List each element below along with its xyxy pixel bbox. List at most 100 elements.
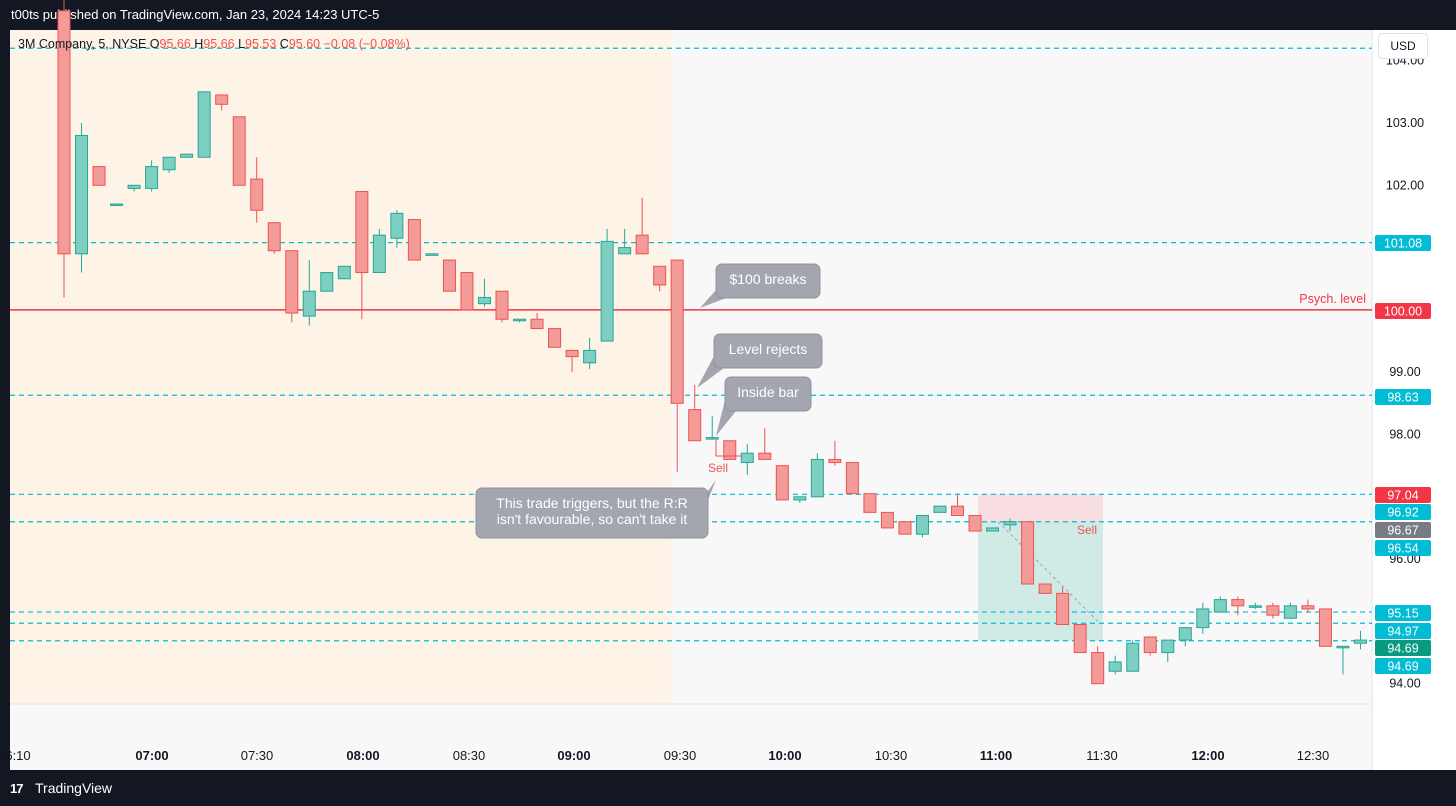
time-axis-background (10, 704, 1372, 770)
x-tick-5: 09:00 (557, 748, 590, 763)
candle-body-39 (740, 452, 754, 464)
callout-inside-bar-text-0: Inside bar (737, 384, 799, 400)
candle-body-37 (705, 437, 719, 440)
candle-body-61 (1126, 642, 1140, 672)
candle-body-22 (442, 259, 456, 292)
candle-body-52 (968, 514, 982, 532)
candle-body-7 (180, 153, 194, 158)
price-tag-3: 97.04 (1387, 489, 1418, 503)
candle-body-20 (407, 219, 421, 261)
candle-body-40 (758, 452, 772, 460)
candle-body-38 (723, 440, 737, 460)
candle-body-32 (618, 247, 632, 255)
candle-body-14 (302, 290, 316, 317)
candle-body-33 (635, 234, 649, 255)
price-tag-bg-5 (1375, 522, 1431, 538)
candle-body-12 (267, 222, 281, 252)
candle-body-35 (670, 259, 684, 404)
candle-body-3 (110, 203, 124, 206)
y-tick-2: 98.00 (1389, 428, 1420, 442)
price-tag-0: 101.08 (1384, 237, 1422, 251)
price-tag-bg-3 (1375, 487, 1431, 503)
x-tick-0: 6:10 (5, 748, 30, 763)
candle-body-13 (285, 250, 299, 314)
candle-body-43 (810, 458, 824, 498)
candle-body-71 (1301, 605, 1315, 610)
candle-body-67 (1231, 599, 1245, 607)
candle-body-58 (1073, 624, 1087, 654)
candle-body-29 (565, 349, 579, 358)
candle-body-63 (1161, 639, 1175, 654)
candle-body-11 (250, 178, 264, 211)
legend-close-label: C (279, 37, 289, 51)
candle-body-65 (1196, 608, 1210, 629)
callout-level-rejects-bubble (713, 333, 823, 369)
candle-body-6 (162, 156, 176, 171)
footer-bar (0, 770, 1456, 806)
price-tag-bg-1 (1375, 303, 1431, 319)
x-tick-4: 08:30 (453, 748, 486, 763)
candle-body-62 (1143, 636, 1157, 654)
candle-body-10 (232, 116, 246, 186)
candle-body-44 (828, 458, 842, 464)
price-tag-7: 95.15 (1387, 607, 1418, 621)
candle-body-70 (1283, 605, 1297, 619)
y-tick-0: 94.00 (1389, 677, 1420, 691)
candle-body-72 (1318, 608, 1332, 647)
candle-body-47 (880, 511, 894, 529)
candle-body-49 (915, 514, 929, 535)
legend-low-label: L (238, 37, 246, 51)
symbol-legend: 3M Company, 5, NYSE O95.66 H95.66 L95.53… (18, 37, 410, 51)
sell-signal-line-1 (715, 440, 742, 457)
candle-body-54 (1003, 521, 1017, 526)
price-tag-bg-4 (1375, 504, 1431, 520)
candle-body-55 (1021, 521, 1035, 585)
legend-low: 95.53 (245, 37, 277, 51)
callout-100-breaks-bubble (715, 263, 821, 299)
x-tick-2: 07:30 (241, 748, 274, 763)
candle-body-18 (372, 234, 386, 274)
price-tag-bg-7 (1375, 605, 1431, 621)
x-tick-6: 09:30 (664, 748, 697, 763)
legend-open: 95.66 (159, 37, 191, 51)
callout-trade-triggers-text-0: This trade triggers, but the R:R (496, 495, 687, 511)
publisher-bar: t00ts published on TradingView.com, Jan … (0, 0, 1456, 30)
callout-inside-bar-bubble (724, 376, 812, 412)
candle-body-66 (1213, 599, 1227, 613)
candle-body-25 (495, 290, 509, 320)
price-tag-1: 100.00 (1384, 305, 1422, 319)
legend-symbol: 3M Company, 5, NYSE (18, 37, 147, 51)
sell-signal-2: Sell (1077, 523, 1097, 537)
legend-close: 95.60 (288, 37, 321, 51)
candle-body-53 (986, 527, 1000, 532)
price-tag-4: 96.92 (1387, 506, 1418, 520)
price-tag-9: 94.69 (1387, 642, 1418, 656)
x-tick-11: 12:00 (1191, 748, 1224, 763)
candle-body-64 (1178, 627, 1192, 641)
candle-body-69 (1266, 605, 1280, 616)
legend-change: −0.08 (−0.08%) (323, 37, 410, 51)
price-tag-bg-10 (1375, 658, 1431, 674)
candle-body-50 (933, 505, 947, 513)
candle-body-8 (197, 91, 211, 158)
callout-trade-triggers-text-1: isn't favourable, so can't take it (497, 511, 688, 527)
candle-body-34 (653, 265, 667, 286)
price-tag-10: 94.69 (1387, 660, 1418, 674)
x-tick-10: 11:30 (1086, 748, 1118, 763)
candle-body-24 (477, 296, 491, 305)
price-tag-bg-9 (1375, 640, 1431, 656)
take-profit-zone (978, 521, 1103, 641)
price-tag-6: 96.54 (1387, 542, 1418, 556)
y-tick-5: 103.00 (1386, 116, 1424, 130)
stop-loss-zone (978, 494, 1103, 522)
candle-body-5 (145, 166, 159, 189)
candle-body-73 (1336, 645, 1350, 649)
candle-body-2 (92, 166, 106, 186)
candle-body-57 (1056, 592, 1070, 626)
candle-body-45 (845, 462, 859, 495)
x-tick-7: 10:00 (768, 748, 801, 763)
callout-100-breaks-text-0: $100 breaks (729, 271, 806, 287)
currency-button[interactable]: USD (1378, 33, 1428, 59)
psych-level-label: Psych. level (1299, 292, 1366, 306)
